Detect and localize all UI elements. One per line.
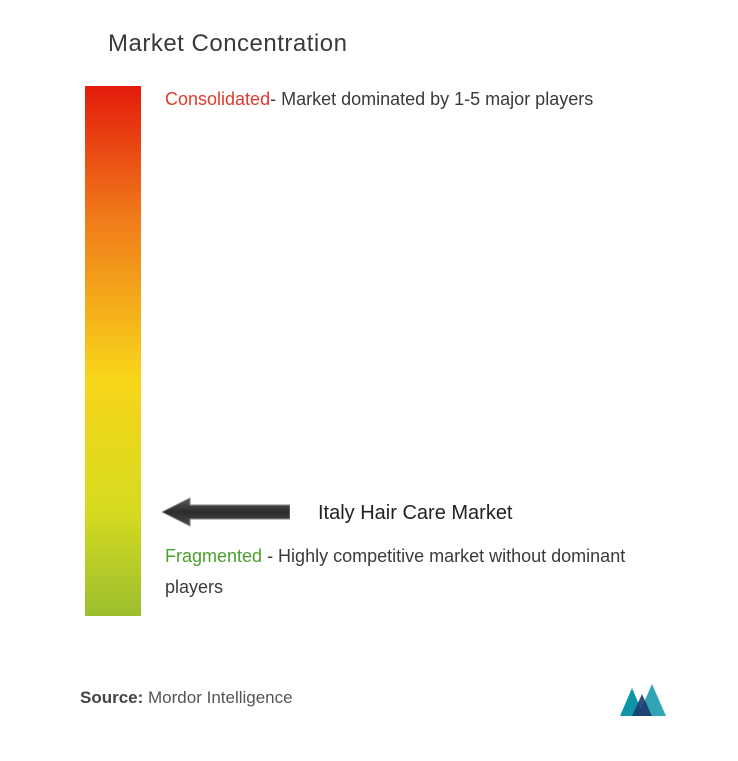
chart-title: Market Concentration xyxy=(108,30,347,58)
concentration-gradient-bar xyxy=(85,86,141,616)
source-line: Source: Mordor Intelligence xyxy=(80,688,293,708)
mordor-logo-icon xyxy=(618,680,678,720)
consolidated-label: Consolidated- Market dominated by 1-5 ma… xyxy=(165,89,593,110)
marker-arrow-icon xyxy=(162,496,290,528)
source-value: Mordor Intelligence xyxy=(143,688,292,707)
fragmented-label: Fragmented - Highly competitive market w… xyxy=(165,541,685,602)
source-label: Source: xyxy=(80,688,143,707)
consolidated-desc: - Market dominated by 1-5 major players xyxy=(270,89,593,109)
consolidated-keyword: Consolidated xyxy=(165,89,270,109)
fragmented-keyword: Fragmented xyxy=(165,546,262,566)
market-marker-label: Italy Hair Care Market xyxy=(318,502,513,525)
